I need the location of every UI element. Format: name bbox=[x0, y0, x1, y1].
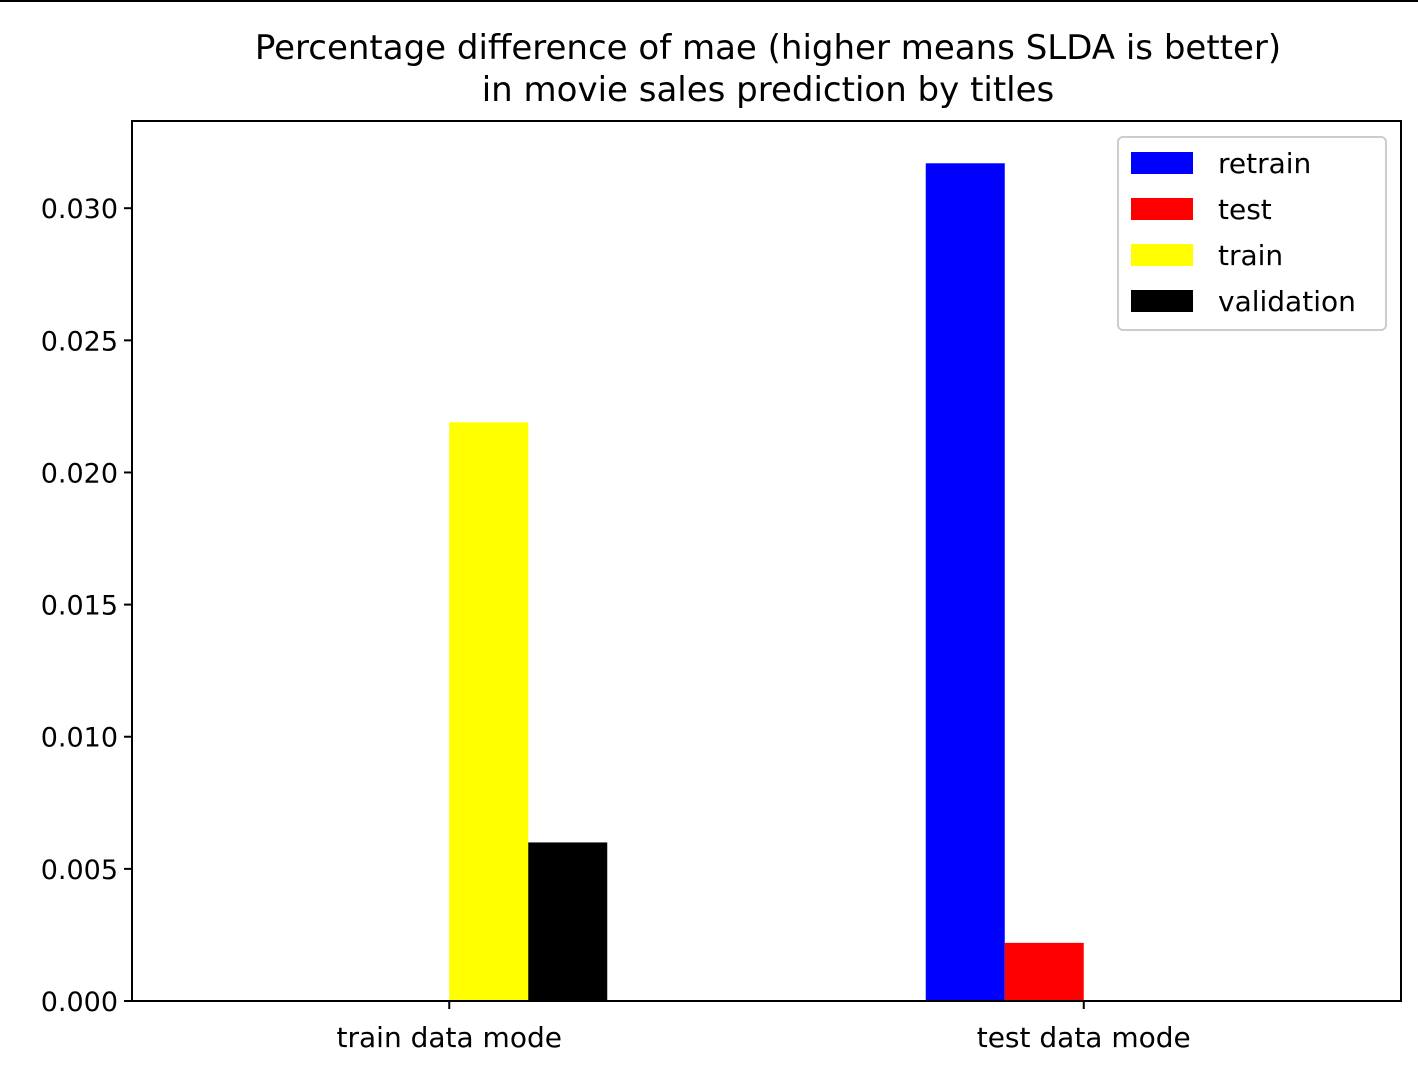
legend-box bbox=[1117, 136, 1387, 331]
legend-label-test: test bbox=[1218, 193, 1272, 226]
plot-area-frame bbox=[131, 120, 1402, 1002]
bar-test-1 bbox=[1004, 942, 1084, 1001]
y-tick-label: 0.005 bbox=[41, 855, 118, 886]
y-tick-label: 0.010 bbox=[41, 723, 118, 754]
bar-retrain-1 bbox=[925, 163, 1005, 1001]
legend-label-train: train bbox=[1218, 239, 1283, 272]
y-tick-label: 0.015 bbox=[41, 591, 118, 622]
chart-title-line-1: Percentage difference of mae (higher mea… bbox=[254, 28, 1282, 68]
y-axis: 0.000 0.005 0.010 0.015 0.020 0.025 0.030 bbox=[41, 194, 132, 1018]
legend-swatch-validation bbox=[1131, 290, 1193, 312]
legend: retrain test train validation bbox=[1117, 136, 1387, 331]
legend-swatch-train bbox=[1131, 244, 1193, 266]
chart-title-line-2: in movie sales prediction by titles bbox=[481, 70, 1055, 110]
legend-label-validation: validation bbox=[1218, 285, 1356, 318]
x-axis: train data mode test data mode bbox=[337, 1001, 1191, 1054]
y-tick-label: 0.025 bbox=[41, 326, 118, 357]
y-tick-label: 0.020 bbox=[41, 458, 118, 489]
y-tick-label: 0.030 bbox=[41, 194, 118, 225]
x-tick-label: test data mode bbox=[977, 1021, 1191, 1054]
top-border-line bbox=[0, 0, 1418, 2]
bar-validation-0 bbox=[528, 842, 608, 1001]
bar-train-0 bbox=[449, 422, 529, 1002]
legend-swatch-retrain bbox=[1131, 152, 1193, 174]
legend-swatch-test bbox=[1131, 198, 1193, 220]
legend-label-retrain: retrain bbox=[1218, 147, 1311, 180]
y-tick-label: 0.000 bbox=[41, 987, 118, 1018]
bars-group bbox=[449, 163, 1084, 1002]
x-tick-label: train data mode bbox=[337, 1021, 562, 1054]
